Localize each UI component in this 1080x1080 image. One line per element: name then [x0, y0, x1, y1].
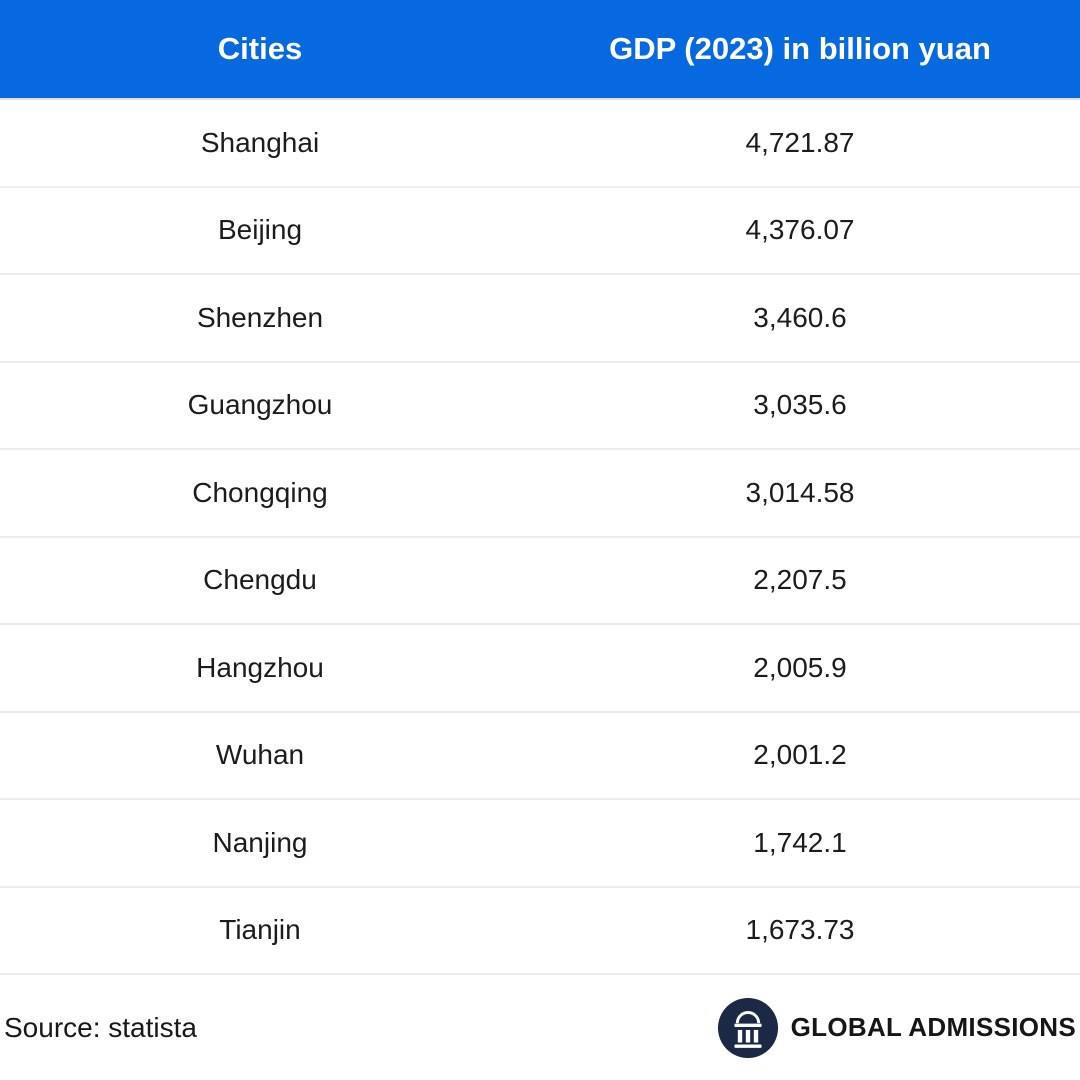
city-cell: Chengdu: [203, 564, 317, 596]
city-cell: Beijing: [217, 214, 303, 246]
gdp-cell: 4,376.07: [745, 214, 855, 246]
city-cell: Shenzhen: [196, 301, 324, 333]
table-row: Shenzhen 3,460.6: [0, 275, 1080, 363]
table-row: Chongqing 3,014.58: [0, 450, 1080, 538]
gdp-cell: 4,721.87: [745, 126, 855, 158]
column-header-cities: Cities: [217, 31, 303, 66]
table-row: Guangzhou 3,035.6: [0, 362, 1080, 450]
gdp-cell: 1,742.1: [753, 826, 847, 858]
gdp-cell: 2,005.9: [753, 651, 847, 683]
table-row: Hangzhou 2,005.9: [0, 625, 1080, 713]
table-row: Chengdu 2,207.5: [0, 537, 1080, 625]
gdp-cell: 3,035.6: [753, 389, 847, 421]
city-cell: Shanghai: [200, 126, 320, 158]
city-cell: Hangzhou: [196, 651, 324, 683]
city-cell: Nanjing: [212, 826, 308, 858]
table-row: Tianjin 1,673.73: [0, 887, 1080, 975]
table-row: Shanghai 4,721.87: [0, 100, 1080, 188]
table-row: Wuhan 2,001.2: [0, 712, 1080, 800]
gdp-cell: 3,460.6: [753, 301, 847, 333]
table-row: Beijing 4,376.07: [0, 187, 1080, 275]
footer: Source: statista GLOBAL ADMISSIONS: [0, 975, 1080, 1080]
source-note: Source: statista: [4, 1011, 197, 1043]
table-body: Shanghai 4,721.87 Beijing 4,376.07 Shenz…: [0, 100, 1080, 975]
brand-lockup: GLOBAL ADMISSIONS: [717, 997, 1076, 1059]
table-header-row: Cities GDP (2023) in billion yuan: [0, 0, 1080, 100]
city-cell: Wuhan: [215, 739, 305, 771]
gdp-cell: 2,001.2: [753, 739, 847, 771]
gdp-cell: 2,207.5: [753, 564, 847, 596]
city-cell: Tianjin: [219, 914, 301, 946]
city-cell: Guangzhou: [187, 389, 333, 421]
brand-name: GLOBAL ADMISSIONS: [790, 1012, 1076, 1042]
university-building-icon: [717, 997, 779, 1059]
column-header-gdp: GDP (2023) in billion yuan: [609, 31, 991, 66]
city-cell: Chongqing: [192, 476, 328, 508]
table-row: Nanjing 1,742.1: [0, 800, 1080, 888]
gdp-cell: 1,673.73: [745, 914, 855, 946]
gdp-cell: 3,014.58: [745, 476, 855, 508]
